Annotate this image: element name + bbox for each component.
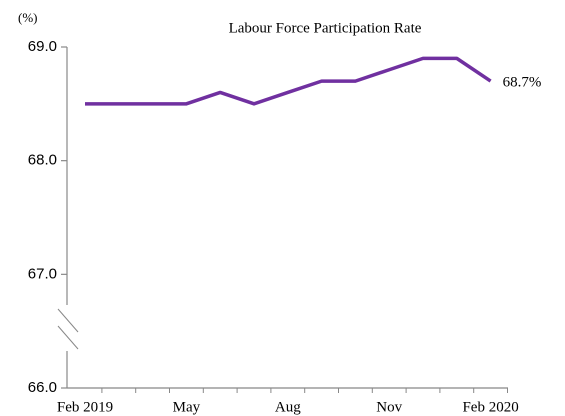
line-series — [85, 56, 492, 106]
x-tick-label: Feb 2020 — [462, 399, 518, 415]
axis-break — [57, 308, 79, 333]
y-tick-label: 67.0 — [28, 265, 57, 282]
y-tick-label: 66.0 — [28, 379, 57, 396]
axis-break-gap — [58, 305, 78, 351]
y-tick-label: 68.0 — [28, 152, 57, 169]
x-tick-label: May — [173, 399, 201, 415]
axis-break — [57, 325, 79, 350]
x-tick-label: Nov — [376, 399, 402, 415]
data-label: 68.7% — [503, 75, 542, 91]
x-tick-label: Aug — [275, 399, 301, 415]
chart-title: Labour Force Participation Rate — [229, 20, 422, 36]
y-tick-label: 69.0 — [28, 38, 57, 55]
x-tick-label: Feb 2019 — [57, 399, 113, 415]
y-axis-label: (%) — [18, 10, 38, 25]
